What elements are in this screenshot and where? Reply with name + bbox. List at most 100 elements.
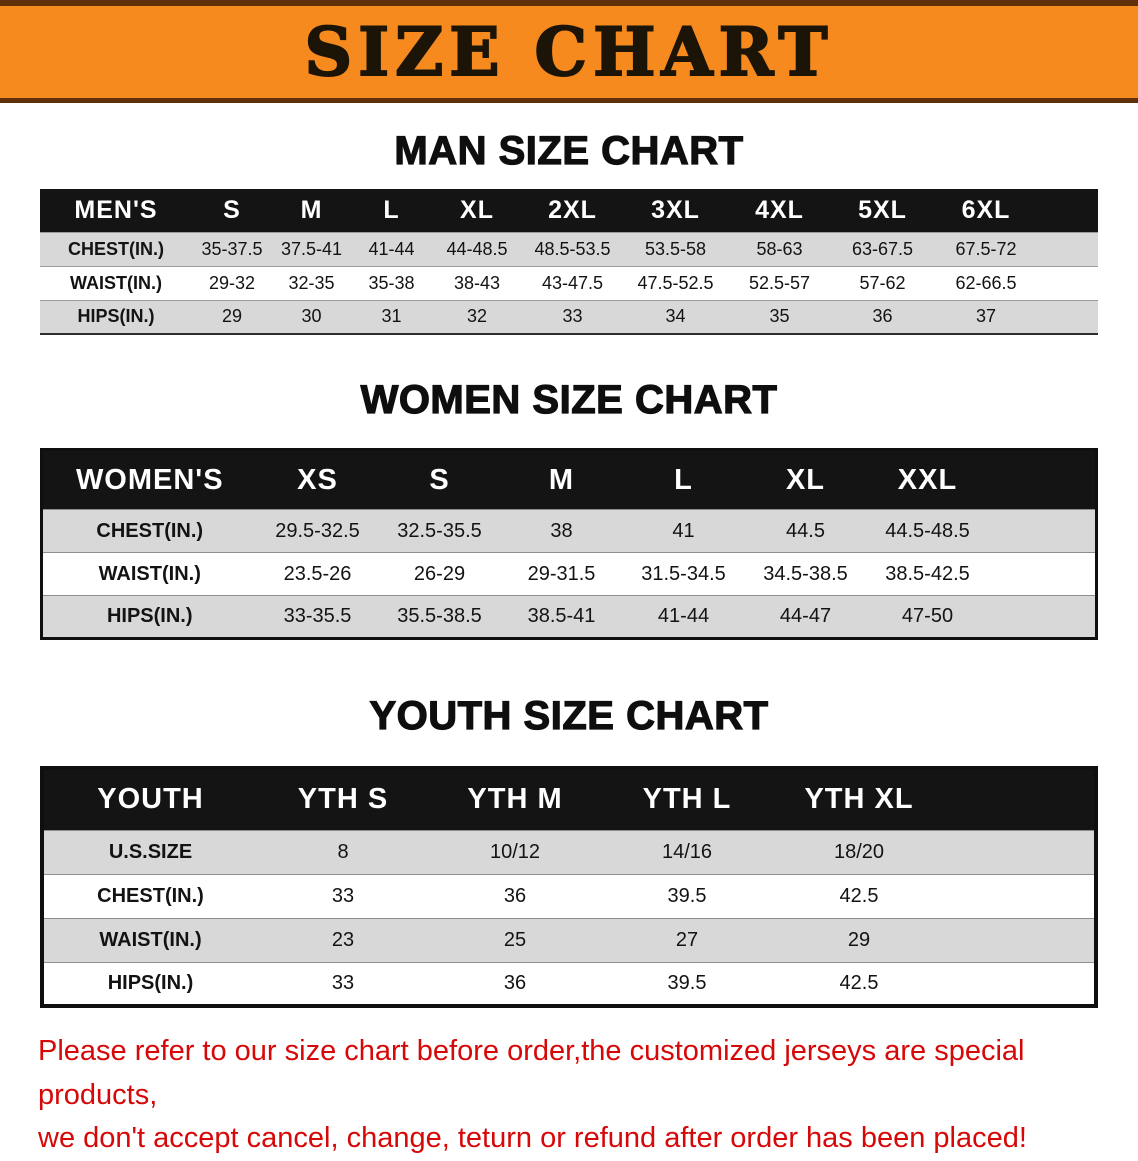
filler-cell [945,918,1096,962]
size-value-cell: 52.5-57 [748,272,811,293]
filler-cell [945,874,1096,918]
size-value-cell: 29-31.5 [527,562,596,585]
youth-size-table: YOUTH YTH S YTH M YTH L YTH XL U.S.SIZE 8 10/12… [40,766,1098,1008]
size-value-cell: 53.5-58 [644,238,707,259]
youth-section-heading: YOUTH SIZE CHART [369,693,769,738]
filler-cell [1038,232,1098,266]
column-header-cell: S [378,449,501,510]
column-header-cell: XL [432,189,522,232]
column-header-cell: XS [256,449,379,510]
size-value-cell: 14/16 [661,840,713,863]
size-value-cell: 35.5-38.5 [397,605,482,627]
women-size-section: WOMEN SIZE CHART WOMEN'S XS S M L XL XXL CHEST(… [0,377,1138,640]
filler-cell [1038,266,1098,300]
size-value-cell: 42.5 [839,971,879,994]
table-row: CHEST(IN.) 29.5-32.5 32.5-35.5 38 41 44.5 44.5… [41,509,1097,553]
disclaimer-note: Please refer to our size chart before or… [38,1030,1100,1161]
size-value-cell: 29.5-32.5 [275,519,360,542]
size-value-cell: 18/20 [833,840,885,863]
size-value-cell: 33-35.5 [283,605,352,627]
size-value-cell: 33 [331,884,355,907]
row-label-cell: WAIST(IN.) [70,272,162,293]
size-value-cell: 44.5-48.5 [885,519,970,542]
filler-cell [1038,300,1098,334]
filler-cell [988,449,1097,510]
size-value-cell: 63-67.5 [851,238,914,259]
size-value-cell: 31.5-34.5 [641,562,726,585]
table-title-cell: YOUTH [42,768,257,830]
header-row: WOMEN'S XS S M L XL XXL [41,449,1097,510]
women-size-table: WOMEN'S XS S M L XL XXL CHEST(IN.) 29.5-32.5 32.5… [40,448,1098,640]
column-header-cell: L [351,189,432,232]
size-value-cell: 38 [550,519,573,542]
table-row: HIPS(IN.) 33-35.5 35.5-38.5 38.5-41 41-44 44-… [41,595,1097,639]
size-value-cell: 39.5 [667,971,707,994]
column-header-cell: YTH XL [773,768,945,830]
size-value-cell: 47-50 [901,605,954,627]
column-header-cell: S [192,189,272,232]
header-row: YOUTH YTH S YTH M YTH L YTH XL [42,768,1096,830]
table-row: CHEST(IN.) 35-37.5 37.5-41 41-44 44-48.5 48.5… [40,232,1098,266]
header-row: MEN'S S M L XL 2XL 3XL 4XL 5XL 6XL [40,189,1098,232]
size-value-cell: 33 [331,971,355,994]
size-value-cell: 36 [503,884,527,907]
table-row: HIPS(IN.) 33 36 39.5 42.5 [42,962,1096,1006]
row-label-cell: HIPS(IN.) [77,306,155,327]
banner-title: SIZE CHART [304,12,834,92]
filler-cell [989,510,1097,553]
size-value-cell: 35-38 [368,272,415,293]
size-value-cell: 23 [331,928,355,951]
filler-cell [945,830,1096,874]
banner: SIZE CHART [0,0,1138,103]
column-header-cell: 4XL [728,189,831,232]
men-size-table: MEN'S S M L XL 2XL 3XL 4XL 5XL 6XL CHEST(IN.) 35-37… [40,189,1098,335]
size-value-cell: 44-48.5 [446,238,508,259]
column-header-cell: 6XL [934,189,1038,232]
column-header-cell: 5XL [831,189,934,232]
size-value-cell: 37 [975,306,997,327]
table-row: U.S.SIZE 8 10/12 14/16 18/20 [42,830,1096,874]
size-value-cell: 38.5-41 [527,605,596,627]
size-value-cell: 31 [381,306,402,327]
size-value-cell: 36 [503,971,527,994]
row-label-cell: CHEST(IN.) [68,238,164,259]
column-header-cell: XXL [866,449,989,510]
table-row: WAIST(IN.) 23.5-26 26-29 29-31.5 31.5-34.5 34… [41,552,1097,596]
table-row: CHEST(IN.) 33 36 39.5 42.5 [42,874,1096,918]
column-header-cell: L [622,449,745,510]
column-header-cell: M [500,449,623,510]
row-label-cell: HIPS(IN.) [107,971,194,994]
size-value-cell: 62-66.5 [955,272,1017,293]
size-value-cell: 29 [221,306,243,327]
size-value-cell: 26-29 [413,562,466,585]
size-value-cell: 43-47.5 [541,272,604,293]
row-label-cell: HIPS(IN.) [106,605,193,627]
row-label-cell: WAIST(IN.) [98,562,201,585]
disclaimer-line-2: we don't accept cancel, change, teturn o… [38,1122,1027,1154]
men-section-heading: MAN SIZE CHART [394,128,744,173]
filler-cell [989,553,1097,596]
size-value-cell: 36 [872,306,893,327]
column-header-cell: YTH L [601,768,773,830]
size-value-cell: 41-44 [657,605,710,627]
table-row: HIPS(IN.) 29 30 31 32 33 34 35 36 37 [40,300,1098,334]
size-value-cell: 33 [562,306,583,327]
size-value-cell: 44.5 [786,519,825,542]
size-value-cell: 34.5-38.5 [763,562,848,585]
size-value-cell: 48.5-53.5 [534,238,611,259]
row-label-cell: WAIST(IN.) [99,928,202,951]
size-value-cell: 8 [337,840,349,863]
size-value-cell: 38.5-42.5 [885,562,970,585]
disclaimer-line-1: Please refer to our size chart before or… [38,1035,1025,1111]
size-value-cell: 39.5 [667,884,707,907]
column-header-cell: 3XL [623,189,728,232]
column-header-cell: YTH M [429,768,601,830]
size-value-cell: 23.5-26 [283,562,352,585]
women-section-heading: WOMEN SIZE CHART [360,377,778,422]
table-row: WAIST(IN.) 29-32 32-35 35-38 38-43 43-47.5 47.… [40,266,1098,300]
size-value-cell: 32.5-35.5 [397,519,482,542]
size-value-cell: 58-63 [756,238,803,259]
column-header-cell: YTH S [257,768,429,830]
size-value-cell: 10/12 [489,840,541,863]
size-value-cell: 30 [301,306,322,327]
